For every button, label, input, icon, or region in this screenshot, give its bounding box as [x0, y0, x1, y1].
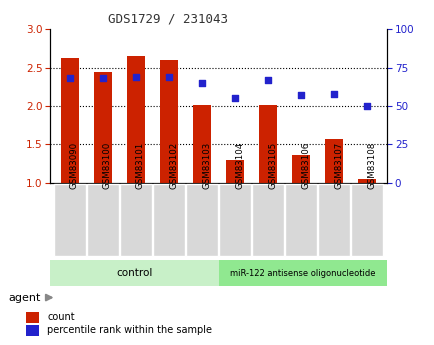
Text: GSM83104: GSM83104: [234, 141, 243, 189]
Bar: [325, 139, 342, 183]
Text: percentile rank within the sample: percentile rank within the sample: [47, 325, 212, 335]
Text: GSM83102: GSM83102: [169, 141, 178, 189]
Point: [297, 92, 304, 98]
Bar: [193, 105, 210, 183]
Text: agent: agent: [9, 293, 41, 303]
Bar: [358, 179, 375, 183]
FancyBboxPatch shape: [252, 184, 283, 256]
Point: [363, 104, 370, 109]
FancyBboxPatch shape: [153, 184, 184, 256]
Text: count: count: [47, 312, 75, 322]
Text: GSM83100: GSM83100: [103, 141, 112, 189]
Bar: [259, 105, 276, 183]
Text: GSM83107: GSM83107: [333, 141, 342, 189]
FancyBboxPatch shape: [87, 184, 118, 256]
FancyBboxPatch shape: [351, 184, 382, 256]
FancyBboxPatch shape: [54, 184, 85, 256]
Point: [165, 74, 172, 80]
Text: GSM83106: GSM83106: [300, 141, 309, 189]
Point: [198, 80, 205, 86]
Bar: [226, 160, 243, 183]
FancyBboxPatch shape: [285, 184, 316, 256]
Bar: [26, 325, 39, 336]
Bar: [61, 58, 79, 183]
Text: GSM83090: GSM83090: [70, 142, 79, 189]
Text: miR-122 antisense oligonucleotide: miR-122 antisense oligonucleotide: [230, 269, 375, 278]
Bar: [292, 155, 309, 183]
Bar: [94, 71, 112, 183]
FancyBboxPatch shape: [186, 184, 217, 256]
Point: [99, 76, 106, 81]
Text: GSM83108: GSM83108: [366, 141, 375, 189]
FancyBboxPatch shape: [219, 184, 250, 256]
FancyBboxPatch shape: [318, 184, 349, 256]
Text: GSM83101: GSM83101: [136, 141, 145, 189]
Point: [132, 74, 139, 80]
Text: GSM83103: GSM83103: [202, 141, 210, 189]
Point: [330, 91, 337, 97]
FancyBboxPatch shape: [50, 260, 218, 286]
Bar: [26, 312, 39, 323]
Point: [264, 77, 271, 83]
Bar: [127, 56, 145, 183]
FancyBboxPatch shape: [218, 260, 386, 286]
Point: [231, 96, 238, 101]
Text: GDS1729 / 231043: GDS1729 / 231043: [108, 12, 227, 25]
Point: [66, 76, 73, 81]
Bar: [160, 60, 178, 183]
Text: GSM83105: GSM83105: [267, 141, 276, 189]
FancyBboxPatch shape: [120, 184, 151, 256]
Text: control: control: [116, 268, 152, 278]
